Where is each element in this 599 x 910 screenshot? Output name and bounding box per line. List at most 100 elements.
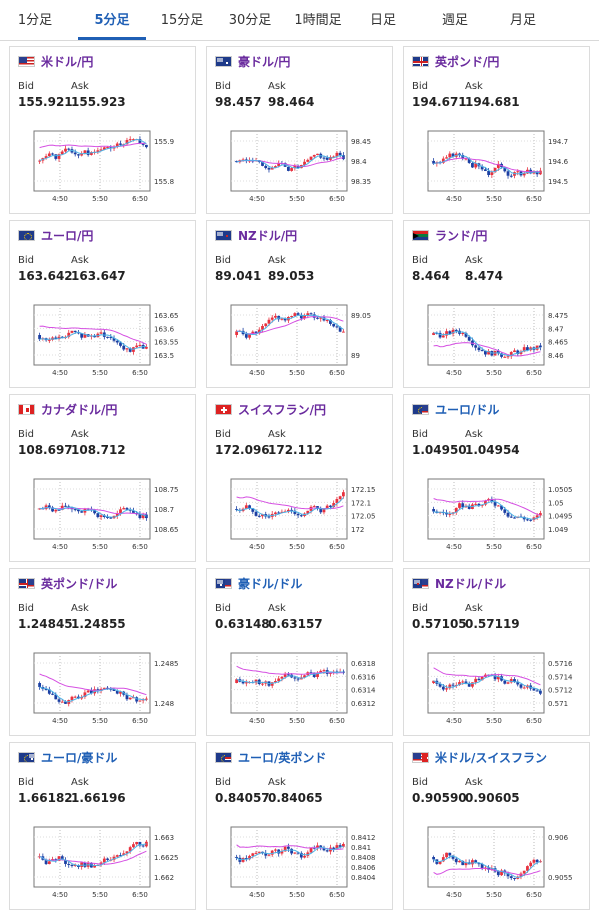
rate-card-header: 米ドル/円: [18, 53, 93, 69]
candle-body: [506, 873, 510, 877]
candle-body: [487, 351, 491, 355]
candle-body: [335, 499, 339, 504]
rate-card[interactable]: NZドル/ドル Bid Ask 0.57105 0.57119 0.5716 0.5714 0…: [403, 568, 590, 736]
candle-body: [474, 345, 478, 348]
candle-body: [141, 143, 145, 145]
candle-body: [135, 841, 139, 845]
y-tick-label: 1.0495: [548, 513, 573, 521]
y-tick-label: 1.05: [548, 499, 564, 507]
tab-6[interactable]: 日足: [369, 13, 396, 28]
candle-body: [441, 857, 445, 862]
currency-pair-name[interactable]: ユーロ/英ポンド: [238, 750, 327, 765]
candle-body: [102, 687, 106, 689]
candle-body: [132, 139, 135, 141]
x-tick-label: 4:50: [52, 195, 68, 203]
rate-card[interactable]: スイスフラン/円 Bid Ask 172.096 172.112 172.15 172.1 1…: [206, 394, 393, 562]
rate-card[interactable]: NZドル/円 Bid Ask 89.041 89.053 89.05 89 4:50 5:50 6…: [206, 220, 393, 388]
candle-body: [73, 152, 77, 155]
moving-average-short-line: [39, 843, 147, 867]
candle-body: [57, 699, 61, 702]
bid-label: Bid: [215, 429, 231, 440]
rate-card[interactable]: 豪ドル/円 Bid Ask 98.457 98.464 98.45 98.4 98.35 4:5…: [206, 46, 393, 214]
candle-body: [267, 516, 271, 518]
ask-label: Ask: [465, 603, 483, 614]
candle-body: [332, 323, 336, 327]
currency-pair-name[interactable]: スイスフラン/円: [238, 402, 327, 417]
currency-pair-name[interactable]: NZドル/ドル: [435, 576, 507, 591]
chart-frame: [33, 304, 151, 366]
currency-pair-name[interactable]: ランド/円: [435, 228, 488, 243]
rate-card[interactable]: 英ポンド/円 Bid Ask 194.671 194.681 194.7 194.6 194.…: [403, 46, 590, 214]
candle-body: [506, 171, 510, 176]
tab-7[interactable]: 週足: [441, 13, 468, 28]
candle-body: [500, 870, 503, 876]
currency-pair-name[interactable]: カナダドル/円: [41, 402, 118, 417]
currency-pair-name[interactable]: ユーロ/円: [41, 228, 94, 243]
candle-body: [235, 679, 239, 683]
candle-body: [474, 860, 478, 864]
currency-pair-name[interactable]: ユーロ/ドル: [435, 402, 500, 417]
y-tick-label: 108.75: [154, 486, 179, 494]
ask-value: 0.63157: [268, 617, 323, 631]
candle-body: [251, 508, 255, 512]
y-tick-label: 172.05: [351, 513, 376, 521]
rate-card[interactable]: ユーロ/ドル Bid Ask 1.04950 1.04954 1.0505 1.05 1.04…: [403, 394, 590, 562]
candle-body: [248, 855, 251, 860]
y-tick-label: 194.7: [548, 138, 568, 146]
candle-body: [125, 694, 129, 700]
currency-pair-name[interactable]: 英ポンド/ドル: [41, 576, 118, 591]
candle-body: [138, 514, 142, 519]
candle-body: [235, 331, 239, 335]
rate-card[interactable]: ユーロ/豪ドル Bid Ask 1.66182 1.66196 1.663 1.6625 1.…: [9, 742, 196, 910]
moving-average-short-line: [433, 154, 541, 175]
candle-body: [106, 147, 109, 149]
y-tick-label: 1.248: [154, 700, 174, 708]
active-tab-indicator: [78, 37, 146, 40]
tab-8[interactable]: 月足: [509, 13, 536, 28]
currency-pair-name[interactable]: 豪ドル/円: [238, 54, 291, 69]
ask-label: Ask: [71, 777, 89, 788]
bid-label: Bid: [215, 81, 231, 92]
candle-body: [490, 172, 494, 176]
tab-4[interactable]: 30分足: [228, 13, 272, 28]
candle-body: [303, 855, 306, 858]
candle-body: [322, 157, 326, 159]
tab-2[interactable]: 5分足: [94, 13, 130, 28]
currency-pair-name[interactable]: NZドル/円: [238, 228, 298, 243]
candle-body: [454, 507, 458, 513]
tab-3[interactable]: 15分足: [160, 13, 204, 28]
candle-body: [509, 352, 513, 357]
ask-label: Ask: [71, 603, 89, 614]
rate-card[interactable]: 米ドル/円 Bid Ask 155.921 155.923 155.9 155.8 4:50 5…: [9, 46, 196, 214]
currency-pair-name[interactable]: 豪ドル/ドル: [238, 576, 303, 591]
currency-pair-name[interactable]: 米ドル/円: [41, 54, 94, 69]
rate-card[interactable]: 米ドル/スイスフラン Bid Ask 0.90590 0.90605 0.906 0.905…: [403, 742, 590, 910]
moving-average-short-line: [39, 506, 147, 518]
candle-body: [283, 318, 287, 321]
rate-card[interactable]: カナダドル/円 Bid Ask 108.697 108.712 108.75 108.7 10…: [9, 394, 196, 562]
y-tick-label: 8.46: [548, 352, 564, 360]
bid-value: 0.63148: [215, 617, 270, 631]
candle-body: [267, 854, 271, 856]
candle-body: [312, 506, 316, 508]
rate-card[interactable]: ランド/円 Bid Ask 8.464 8.474 8.475 8.47 8.465 8.46 4…: [403, 220, 590, 388]
rate-card[interactable]: 英ポンド/ドル Bid Ask 1.24845 1.24855 1.2485 1.248 4:…: [9, 568, 196, 736]
candlestick-chart: 89.05 89 4:50 5:50 6:50: [230, 304, 371, 377]
candle-body: [496, 871, 500, 876]
x-tick-label: 4:50: [249, 369, 265, 377]
x-tick-label: 6:50: [526, 891, 542, 899]
tab-1[interactable]: 1分足: [17, 13, 53, 28]
candle-body: [286, 674, 290, 676]
tab-5[interactable]: 1時間足: [294, 13, 342, 28]
candle-body: [312, 672, 316, 677]
y-tick-label: 194.6: [548, 158, 569, 166]
candle-body: [329, 320, 332, 324]
rate-card[interactable]: ユーロ/英ポンド Bid Ask 0.84057 0.84065 0.8412 0.841 0…: [206, 742, 393, 910]
candle-body: [115, 855, 119, 857]
rate-card[interactable]: ユーロ/円 Bid Ask 163.642 163.647 163.65 163.6 163.…: [9, 220, 196, 388]
currency-pair-name[interactable]: 米ドル/スイスフラン: [435, 750, 548, 765]
currency-pair-name[interactable]: 英ポンド/円: [435, 54, 500, 69]
candle-body: [64, 860, 67, 864]
rate-card[interactable]: 豪ドル/ドル Bid Ask 0.63148 0.63157 0.6318 0.6316 0.…: [206, 568, 393, 736]
currency-pair-name[interactable]: ユーロ/豪ドル: [41, 750, 118, 765]
